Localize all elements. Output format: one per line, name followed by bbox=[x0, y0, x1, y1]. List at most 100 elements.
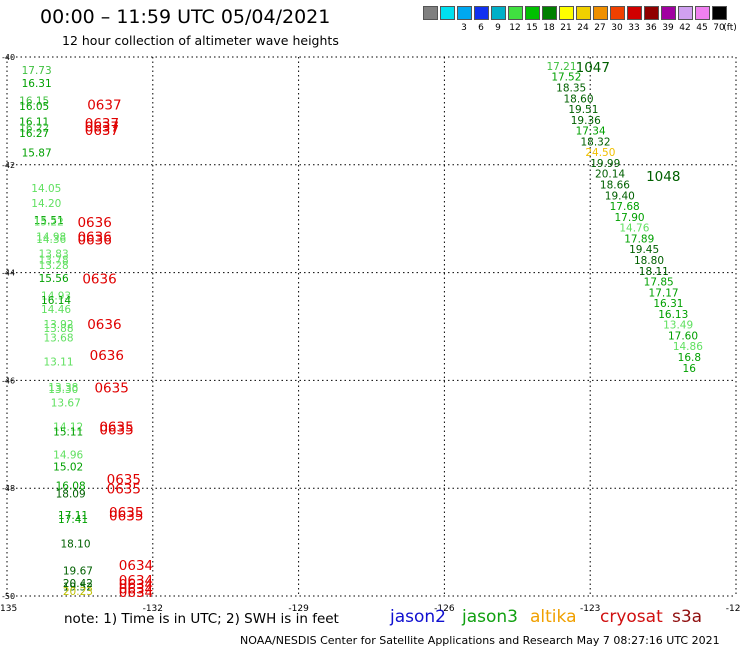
wave-height-label: 17.90 bbox=[615, 212, 645, 224]
y-tick-label: -46 bbox=[2, 376, 15, 385]
wave-height-label: 13.30 bbox=[48, 384, 78, 396]
legend-swatch bbox=[627, 6, 642, 20]
time-label: 0635 bbox=[109, 509, 143, 525]
time-label: 0634 bbox=[119, 581, 153, 597]
page-subtitle: 12 hour collection of altimeter wave hei… bbox=[62, 33, 339, 48]
time-label: 0634 bbox=[119, 585, 153, 601]
wave-height-label: 15.87 bbox=[22, 148, 52, 160]
wave-height-label: 15.56 bbox=[39, 273, 69, 285]
wave-height-label: 15.51 bbox=[34, 215, 64, 227]
wave-height-label: 17.52 bbox=[551, 72, 581, 84]
wave-height-label: 14.12 bbox=[53, 422, 83, 434]
page-title: 00:00 – 11:59 UTC 05/04/2021 bbox=[40, 6, 331, 28]
wave-height-label: 18.10 bbox=[60, 538, 90, 550]
wave-height-label: 15.02 bbox=[53, 461, 83, 473]
time-label: 0635 bbox=[99, 420, 133, 436]
legend-swatch bbox=[661, 6, 676, 20]
legend-label: 33 bbox=[628, 23, 640, 33]
x-tick-label: -129 bbox=[288, 604, 309, 614]
wave-height-label: 13.78 bbox=[39, 254, 69, 266]
legend-label: 12 bbox=[509, 23, 521, 33]
x-tick-label: -126 bbox=[434, 604, 455, 614]
legend-swatch bbox=[576, 6, 591, 20]
legend-label: 15 bbox=[526, 23, 538, 33]
wave-height-label: 14.96 bbox=[53, 450, 83, 462]
wave-height-label: 17.89 bbox=[624, 233, 654, 245]
legend-swatch bbox=[644, 6, 659, 20]
footer-credit: NOAA/NESDIS Center for Satellite Applica… bbox=[240, 634, 720, 647]
x-tick-label: -132 bbox=[143, 604, 163, 614]
wave-height-label: 17.60 bbox=[668, 330, 698, 342]
chart-grid bbox=[6, 56, 737, 597]
legend-label: 30 bbox=[611, 23, 623, 33]
wave-height-label: 14.20 bbox=[31, 198, 61, 210]
time-label: 0635 bbox=[94, 380, 128, 396]
satellite-altika: altika bbox=[530, 607, 577, 627]
wave-height-label: 15.11 bbox=[53, 426, 83, 438]
time-label: 0636 bbox=[87, 317, 121, 333]
legend-swatch bbox=[440, 6, 455, 20]
wave-height-label: 14.36 bbox=[36, 234, 66, 246]
wave-height-label: 19.99 bbox=[590, 158, 620, 170]
satellite-s3a: s3a bbox=[672, 607, 703, 627]
time-label: 1048 bbox=[646, 169, 680, 185]
wave-height-label: 17.41 bbox=[58, 514, 88, 526]
wave-height-label: 16.15 bbox=[19, 95, 49, 107]
wave-height-label: 16.08 bbox=[56, 480, 86, 492]
wave-height-label: 17.21 bbox=[546, 61, 576, 73]
axis-ticks: -135 -132 -129 -126 -123 -120 -40 -42 -44 -46 -48 -… bbox=[0, 53, 740, 614]
time-label: 0636 bbox=[77, 233, 111, 249]
time-label: 0635 bbox=[109, 505, 143, 521]
wave-height-label: 20.23 bbox=[63, 586, 93, 598]
time-label: 0634 bbox=[119, 558, 153, 574]
wave-height-label: 19.36 bbox=[571, 115, 601, 127]
wave-height-label: 20.14 bbox=[595, 169, 625, 181]
wave-height-label: 17.85 bbox=[644, 277, 674, 289]
wave-height-label: 16.31 bbox=[22, 78, 52, 90]
legend-swatch bbox=[508, 6, 523, 20]
wave-height-label: 16.22 bbox=[19, 122, 49, 134]
wave-height-label: 13.68 bbox=[43, 333, 73, 345]
time-label: 0637 bbox=[85, 116, 119, 132]
legend-swatch bbox=[423, 6, 438, 20]
wave-height-label: 15.22 bbox=[34, 217, 64, 229]
time-label: 0634 bbox=[119, 573, 153, 589]
chart-marks: 17.7316.3116.1516.0516.1116.2216.2715.87… bbox=[19, 60, 703, 601]
time-label: 0637 bbox=[85, 119, 119, 135]
wave-height-label: 18.60 bbox=[563, 93, 593, 105]
wave-height-label: 19.40 bbox=[605, 190, 635, 202]
time-label: 0636 bbox=[77, 215, 111, 231]
legend-swatch bbox=[542, 6, 557, 20]
wave-height-label: 13.28 bbox=[39, 260, 69, 272]
time-label: 0634 bbox=[119, 577, 153, 593]
wave-height-label: 13.88 bbox=[43, 323, 73, 335]
wave-height-label: 14.05 bbox=[31, 183, 61, 195]
legend-label: 45 bbox=[696, 23, 708, 33]
legend-label: 24 bbox=[577, 23, 589, 33]
y-tick-label: -48 bbox=[2, 484, 15, 493]
time-label: 0636 bbox=[77, 229, 111, 245]
time-label: 0636 bbox=[82, 271, 116, 287]
legend-swatch bbox=[457, 6, 472, 20]
wave-height-label: 18.11 bbox=[639, 266, 669, 278]
x-tick-label: -120 bbox=[726, 604, 740, 614]
wave-height-label: 19.45 bbox=[629, 244, 659, 256]
time-label: 0635 bbox=[99, 422, 133, 438]
legend-swatch bbox=[610, 6, 625, 20]
legend-label: 42 bbox=[679, 23, 691, 33]
satellite-cryosat: cryosat bbox=[600, 607, 663, 627]
legend-swatch bbox=[593, 6, 608, 20]
legend-label: 27 bbox=[594, 23, 606, 33]
wave-height-label: 20.42 bbox=[63, 578, 93, 590]
legend-swatch bbox=[474, 6, 489, 20]
legend-label: 9 bbox=[495, 23, 501, 33]
legend-label: (ft) bbox=[723, 23, 737, 33]
x-tick-label: -123 bbox=[580, 604, 600, 614]
legend-swatch bbox=[559, 6, 574, 20]
wave-height-label: 18.35 bbox=[556, 82, 586, 94]
wave-height-label: 16.05 bbox=[19, 101, 49, 113]
legend-label: 3 bbox=[461, 23, 467, 33]
wave-height-label: 14.86 bbox=[673, 341, 703, 353]
